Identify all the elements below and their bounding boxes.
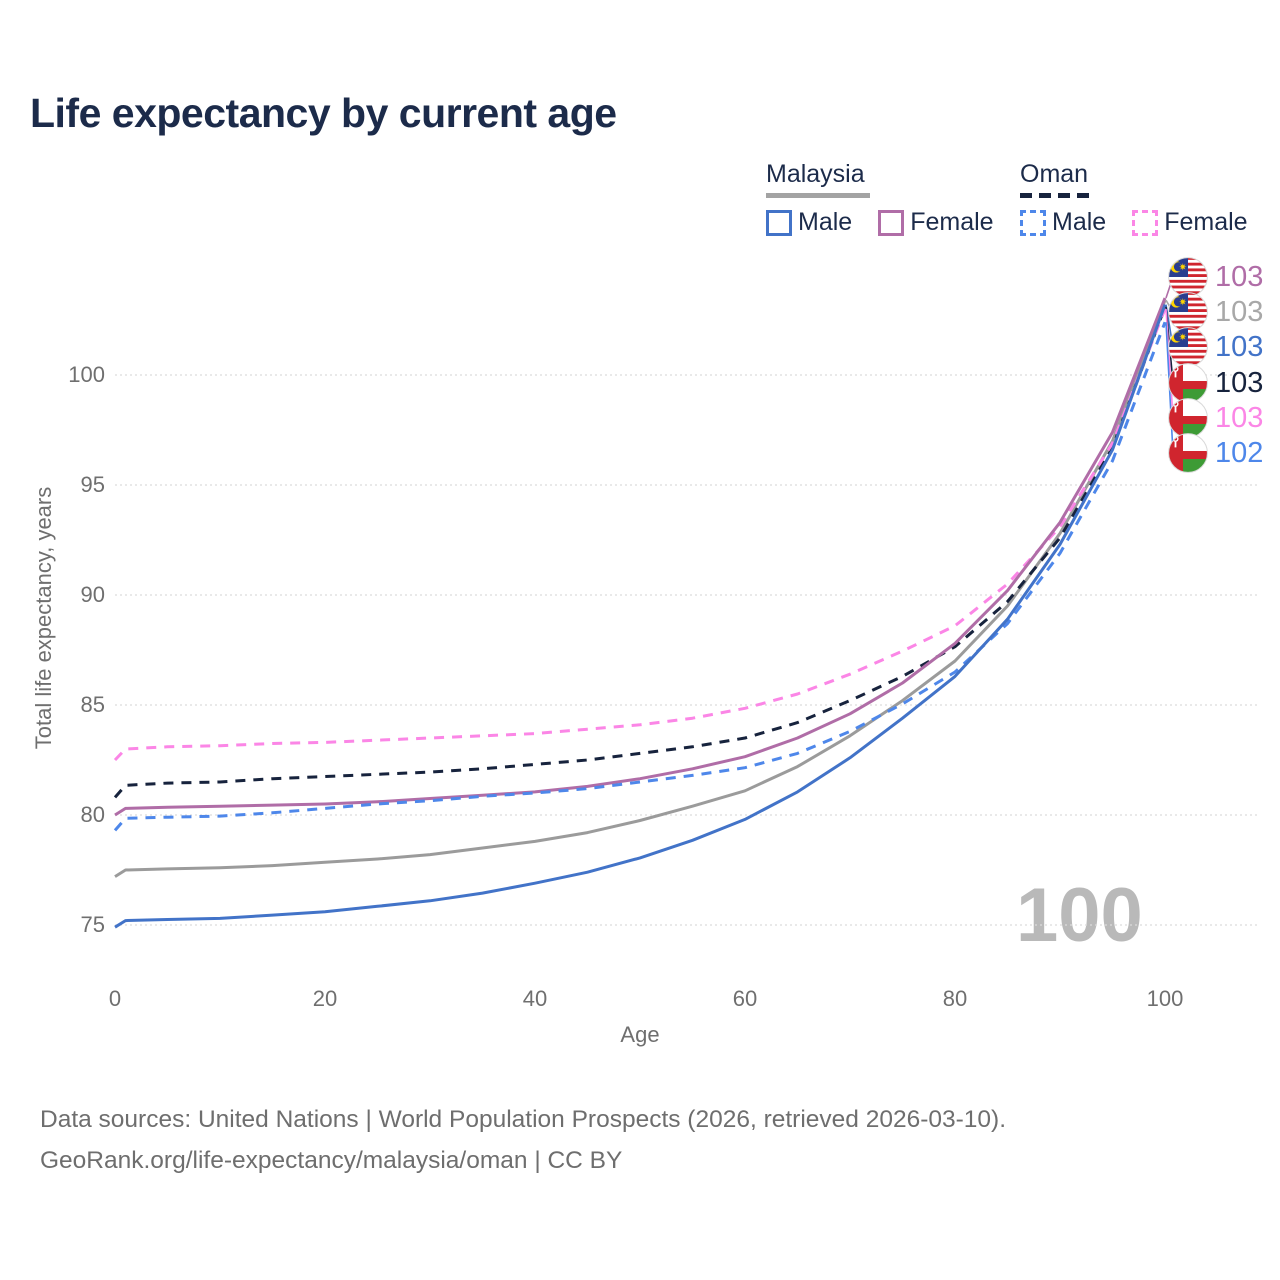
- end-label-row-oman-total[interactable]: 103: [1168, 362, 1264, 403]
- end-label-row-malaysia-male[interactable]: 103: [1168, 327, 1264, 368]
- end-label-value: 103: [1215, 261, 1264, 293]
- end-label-value: 103: [1215, 331, 1264, 364]
- footer-data-sources: Data sources: United Nations | World Pop…: [40, 1106, 1007, 1133]
- legend-item-label: Male: [798, 208, 853, 236]
- oman-flag-icon: [1168, 397, 1208, 438]
- legend-item-malaysia-male[interactable]: Male: [766, 208, 852, 237]
- series-line-oman-female[interactable]: [113, 308, 1167, 762]
- legend-item-malaysia-female[interactable]: Female: [878, 208, 994, 237]
- end-label-value: 103: [1215, 296, 1264, 329]
- end-label-row-malaysia-total[interactable]: 103: [1168, 292, 1264, 333]
- footer-attribution[interactable]: GeoRank.org/life-expectancy/malaysia/oma…: [40, 1147, 623, 1174]
- malaysia-flag-icon: [1168, 257, 1208, 297]
- series-line-malaysia-male[interactable]: [114, 304, 1167, 929]
- legend-group-malaysia: Malaysia Male Female: [766, 160, 1020, 237]
- series-line-oman-total[interactable]: [113, 306, 1167, 799]
- malaysia-female-swatch-icon: [878, 209, 905, 236]
- legend-underline-malaysia: [766, 193, 870, 198]
- x-tick-label: 20: [312, 986, 338, 1011]
- page-title: Life expectancy by current age: [30, 90, 617, 136]
- legend-underline-oman: [1020, 193, 1092, 198]
- x-tick-label: 60: [732, 986, 758, 1011]
- age-watermark: 100: [1016, 873, 1143, 958]
- x-tick-label: 80: [942, 986, 968, 1011]
- end-label-value: 103: [1215, 366, 1264, 399]
- legend-item-oman-male[interactable]: Male: [1020, 208, 1106, 237]
- y-tick-label: 80: [80, 802, 105, 827]
- end-label-row-malaysia-female[interactable]: 103: [1168, 257, 1263, 297]
- legend-group-oman: Oman Male Female: [1020, 160, 1274, 237]
- series-line-malaysia-female[interactable]: [114, 297, 1167, 817]
- y-tick-label: 85: [80, 692, 105, 717]
- end-label-value: 103: [1215, 401, 1264, 434]
- y-tick-label: 95: [80, 472, 105, 497]
- oman-male-swatch-icon: [1020, 209, 1046, 236]
- legend-item-label: Female: [1164, 208, 1248, 236]
- x-tick-label: 0: [108, 986, 122, 1011]
- y-tick-label: 75: [80, 912, 105, 937]
- malaysia-male-swatch-icon: [766, 209, 792, 236]
- series-line-malaysia-total[interactable]: [114, 299, 1167, 878]
- end-label-row-oman-female[interactable]: 103: [1168, 397, 1264, 438]
- x-tick-label: 40: [522, 986, 548, 1011]
- x-tick-label: 100: [1146, 986, 1184, 1011]
- end-label-row-oman-male[interactable]: 102: [1168, 433, 1263, 473]
- malaysia-flag-icon: [1168, 292, 1208, 333]
- legend-item-oman-female[interactable]: Female: [1132, 208, 1248, 237]
- legend-header-malaysia[interactable]: Malaysia: [766, 160, 865, 188]
- oman-female-swatch-icon: [1132, 209, 1159, 236]
- end-label-value: 102: [1215, 437, 1264, 469]
- legend-header-oman[interactable]: Oman: [1020, 160, 1089, 188]
- oman-flag-icon: [1168, 433, 1208, 473]
- oman-flag-icon: [1168, 362, 1208, 403]
- legend-item-label: Male: [1052, 208, 1107, 236]
- x-axis-title: Age: [620, 1022, 660, 1047]
- y-tick-label: 100: [68, 362, 105, 387]
- legend-item-label: Female: [910, 208, 994, 236]
- y-tick-label: 90: [80, 582, 105, 607]
- malaysia-flag-icon: [1168, 327, 1208, 368]
